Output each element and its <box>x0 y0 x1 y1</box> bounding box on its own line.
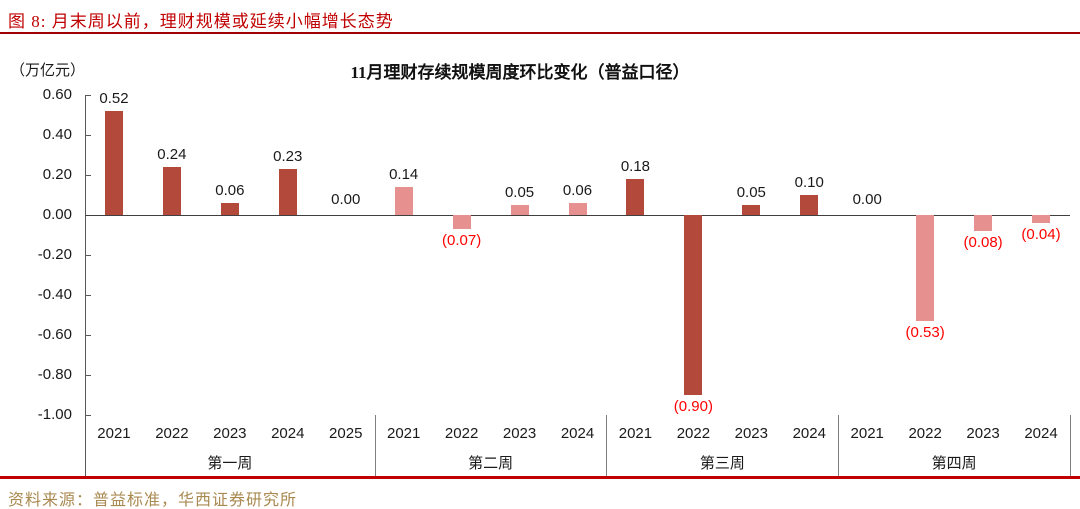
year-label: 2023 <box>966 425 1000 442</box>
bar <box>394 187 413 215</box>
y-tick <box>85 135 91 136</box>
year-label: 2024 <box>560 425 595 442</box>
x-axis-zero-line <box>85 215 1070 216</box>
bar-value-label: 0.10 <box>794 174 824 191</box>
y-tick-label: -0.60 <box>37 326 72 343</box>
bar <box>278 169 297 215</box>
year-label: 2024 <box>271 425 305 442</box>
y-tick <box>85 375 91 376</box>
year-label: 2021 <box>97 425 131 442</box>
chart-title: 11月理财存续规模周度环比变化（普益口径） <box>350 63 690 82</box>
y-tick-label: -0.40 <box>37 286 72 303</box>
y-tick <box>85 295 91 296</box>
bar-value-label: 0.18 <box>620 158 651 175</box>
year-label: 2022 <box>676 425 711 442</box>
y-tick <box>85 415 91 416</box>
bar-value-label: 0.00 <box>852 191 882 208</box>
bar <box>452 215 471 229</box>
year-label: 2023 <box>502 425 537 442</box>
bar <box>684 215 703 395</box>
figure-title: 图 8: 月末周以前，理财规模或延续小幅增长态势 <box>8 12 394 31</box>
bar-value-label: 0.24 <box>157 146 187 163</box>
y-tick <box>85 95 91 96</box>
year-label: 2024 <box>792 425 826 442</box>
y-tick <box>85 255 91 256</box>
y-tick-label: 0.40 <box>42 126 72 143</box>
y-tick-label: 0.00 <box>42 206 72 223</box>
week-label: 第二周 <box>468 456 514 472</box>
bar <box>104 111 123 215</box>
bar <box>162 167 181 215</box>
year-label: 2021 <box>850 425 884 442</box>
year-label: 2023 <box>213 425 247 442</box>
y-tick-label: -0.20 <box>37 246 72 263</box>
group-separator <box>1070 415 1071 477</box>
y-tick <box>85 335 91 336</box>
week-label: 第一周 <box>207 456 253 472</box>
y-tick-label: 0.20 <box>42 166 72 183</box>
bar-value-label: 0.06 <box>215 182 245 199</box>
bar <box>742 205 761 215</box>
bar <box>510 205 529 215</box>
bar-value-label: (0.04) <box>1021 226 1061 243</box>
year-label: 2023 <box>734 425 768 442</box>
bar <box>800 195 819 215</box>
bar-value-label: 0.14 <box>389 166 419 183</box>
year-label: 2022 <box>908 425 942 442</box>
year-label: 2025 <box>329 425 363 442</box>
bar-value-label: 0.52 <box>99 90 129 107</box>
bar <box>916 215 935 321</box>
bar-value-label: (0.53) <box>905 324 945 341</box>
year-label: 2022 <box>155 425 189 442</box>
bar-value-label: 0.23 <box>273 148 303 165</box>
year-label: 2021 <box>386 425 421 442</box>
bar <box>626 179 645 215</box>
group-separator <box>838 415 840 477</box>
year-label: 2021 <box>618 425 653 442</box>
bar <box>568 203 587 215</box>
bar <box>1032 215 1051 223</box>
bar-value-label: 0.00 <box>331 191 361 208</box>
y-tick <box>85 175 91 176</box>
bar-value-label: (0.08) <box>963 234 1003 251</box>
bar <box>974 215 993 231</box>
week-label: 第四周 <box>931 456 977 472</box>
bar <box>220 203 239 215</box>
bar-value-label: (0.90) <box>673 398 713 415</box>
year-label: 2024 <box>1024 425 1058 442</box>
year-label: 2022 <box>444 425 479 442</box>
y-axis-unit-label: （万亿元） <box>10 63 86 79</box>
data-source-note: 资料来源：普益标准，华西证券研究所 <box>8 492 298 509</box>
bar-value-label: 0.05 <box>504 184 535 201</box>
bar-value-label: 0.05 <box>736 184 766 201</box>
y-axis-line <box>85 95 86 477</box>
group-separator <box>374 415 376 477</box>
y-tick-label: -0.80 <box>37 366 72 383</box>
y-tick-label: -1.00 <box>37 406 72 423</box>
top-divider-rule <box>0 32 1080 34</box>
y-tick-label: 0.60 <box>42 86 72 103</box>
group-separator <box>606 415 608 477</box>
bar-value-label: 0.06 <box>562 182 593 199</box>
bottom-divider-rule <box>0 476 1080 479</box>
bar-value-label: (0.07) <box>442 232 482 249</box>
week-label: 第三周 <box>699 456 745 472</box>
